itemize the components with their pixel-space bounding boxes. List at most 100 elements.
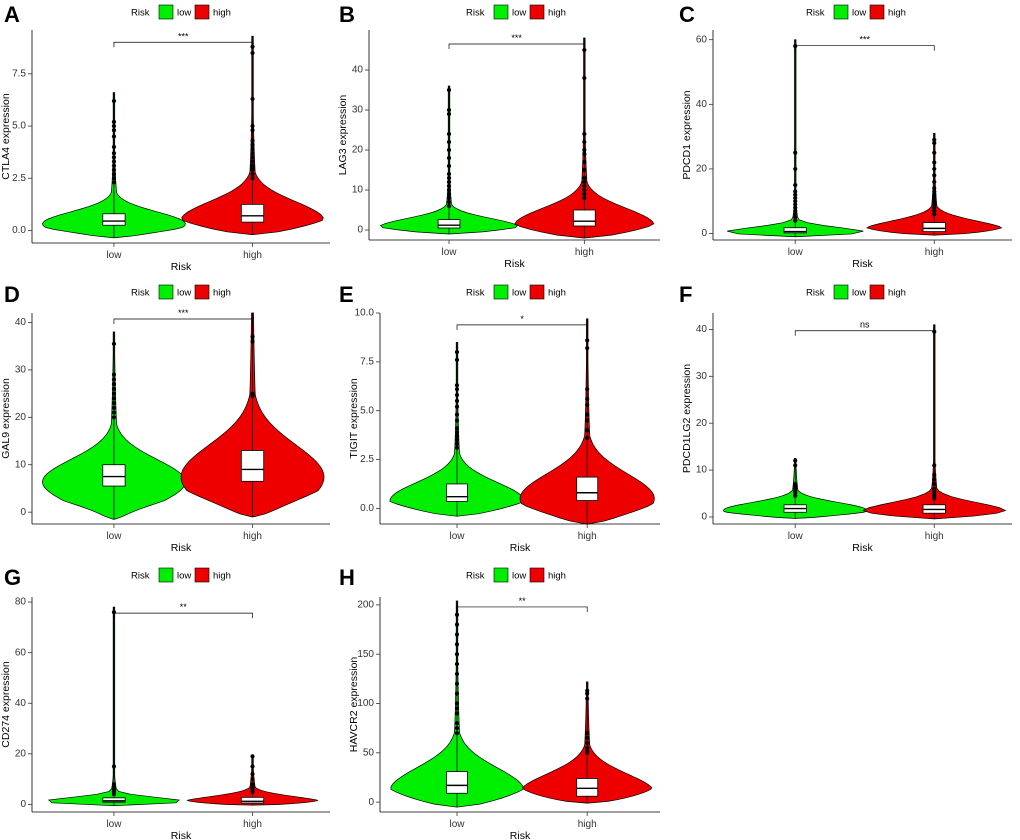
legend: Risk low high: [466, 567, 566, 583]
outlier-point: [454, 706, 460, 711]
violin-group-low: [727, 39, 864, 238]
outlier-point: [932, 166, 937, 172]
legend-label-low: low: [512, 8, 526, 19]
outlier-point: [446, 187, 452, 193]
outlier-point: [250, 146, 255, 152]
outlier-point: [446, 147, 452, 153]
outlier-point: [250, 777, 255, 782]
outlier-point: [454, 387, 460, 392]
significance-bracket: [113, 612, 253, 619]
outlier-point: [932, 140, 937, 146]
panel-a: A Risk low high 0.0 2.5 5.0 7.5 low high Risk CTLA4…: [0, 2, 330, 273]
outlier-point: [585, 428, 590, 433]
outlier-point: [454, 691, 460, 696]
y-tick-label: 40: [696, 324, 708, 335]
outlier-point: [454, 433, 460, 439]
outlier-point: [111, 341, 117, 346]
y-tick-label: 50: [363, 747, 375, 758]
panel-h: H Risk low high 0 50 100 150 200 low high Risk HAVCR…: [339, 565, 660, 840]
outlier-point: [250, 138, 255, 143]
outlier-point: [111, 396, 117, 401]
outlier-point: [454, 671, 460, 677]
outlier-point: [250, 339, 255, 344]
outlier-point: [111, 176, 117, 181]
legend-label-low: low: [852, 288, 866, 299]
panel-f: F Risk low high 0 10 20 30 40 low high Risk PDCD1LG2…: [679, 282, 1012, 554]
legend-key-high: [869, 284, 885, 300]
significance-label: **: [180, 602, 188, 612]
x-tick-label-low: low: [442, 247, 458, 258]
legend-key-low: [493, 284, 509, 300]
outlier-point: [454, 392, 460, 398]
legend-key-high: [194, 284, 210, 300]
outlier-point: [454, 632, 460, 637]
outlier-point: [250, 782, 255, 787]
outlier-point: [585, 688, 590, 693]
outlier-point: [793, 463, 798, 468]
box-iqr: [573, 209, 596, 227]
outlier-point: [250, 163, 255, 168]
y-tick-label: 60: [15, 647, 27, 658]
y-axis-title: PDCD1 expression: [681, 90, 693, 179]
legend-label-low: low: [177, 288, 191, 299]
box-iqr: [922, 222, 946, 233]
significance-label: ***: [511, 33, 522, 43]
outlier-point: [932, 463, 937, 468]
legend-label-high: high: [213, 288, 231, 299]
outlier-point: [250, 159, 255, 164]
y-tick-label: 20: [696, 164, 708, 175]
outlier-point: [793, 195, 798, 201]
outlier-point: [111, 134, 117, 139]
violin-group-high: [181, 35, 324, 236]
outlier-point: [111, 180, 117, 185]
y-tick-label: 20: [696, 418, 708, 429]
outlier-point: [111, 386, 117, 391]
outlier-point: [793, 215, 798, 220]
outlier-point: [446, 199, 452, 205]
outlier-point: [454, 404, 460, 409]
x-tick-label-low: low: [788, 247, 804, 258]
outlier-point: [111, 167, 117, 173]
x-axis-title: Risk: [171, 261, 192, 273]
y-tick-label: 2.5: [360, 454, 374, 465]
violin-group-high: [180, 312, 325, 518]
violin-group-low: [42, 331, 186, 520]
significance-label: ns: [860, 320, 870, 330]
outlier-point: [454, 721, 460, 726]
outlier-point: [793, 218, 798, 223]
outlier-point: [582, 167, 587, 173]
y-tick-label: 30: [15, 365, 27, 376]
outlier-point: [111, 98, 117, 104]
y-tick-label: 0.0: [360, 503, 374, 514]
panel-letter: A: [4, 2, 20, 27]
legend: Risk low high: [131, 567, 231, 583]
box-iqr: [240, 796, 265, 804]
x-tick-label-high: high: [243, 819, 262, 830]
outlier-point: [111, 151, 117, 156]
x-axis-title: Risk: [510, 830, 531, 840]
outlier-point: [250, 50, 255, 56]
y-tick-label: 0: [368, 797, 374, 808]
outlier-point: [454, 701, 460, 706]
legend-key-low: [833, 284, 849, 300]
x-tick-label-high: high: [925, 247, 944, 258]
outlier-point: [582, 183, 587, 189]
x-tick-label-high: high: [925, 531, 944, 542]
outlier-point: [454, 726, 460, 731]
outlier-point: [932, 208, 937, 214]
outlier-point: [446, 179, 452, 185]
significance-label: ***: [178, 308, 189, 318]
outlier-point: [111, 391, 117, 396]
significance-label: **: [519, 596, 527, 606]
legend-title: Risk: [806, 8, 825, 19]
outlier-point: [585, 740, 590, 746]
outlier-point: [585, 691, 590, 696]
violin-group-high: [519, 318, 655, 525]
outlier-point: [932, 160, 937, 165]
panel-letter: H: [339, 565, 355, 590]
outlier-point: [250, 391, 255, 396]
outlier-point: [932, 477, 937, 482]
outlier-point: [793, 150, 798, 155]
violin-group-low: [389, 341, 525, 517]
x-axis-title: Risk: [852, 258, 873, 270]
